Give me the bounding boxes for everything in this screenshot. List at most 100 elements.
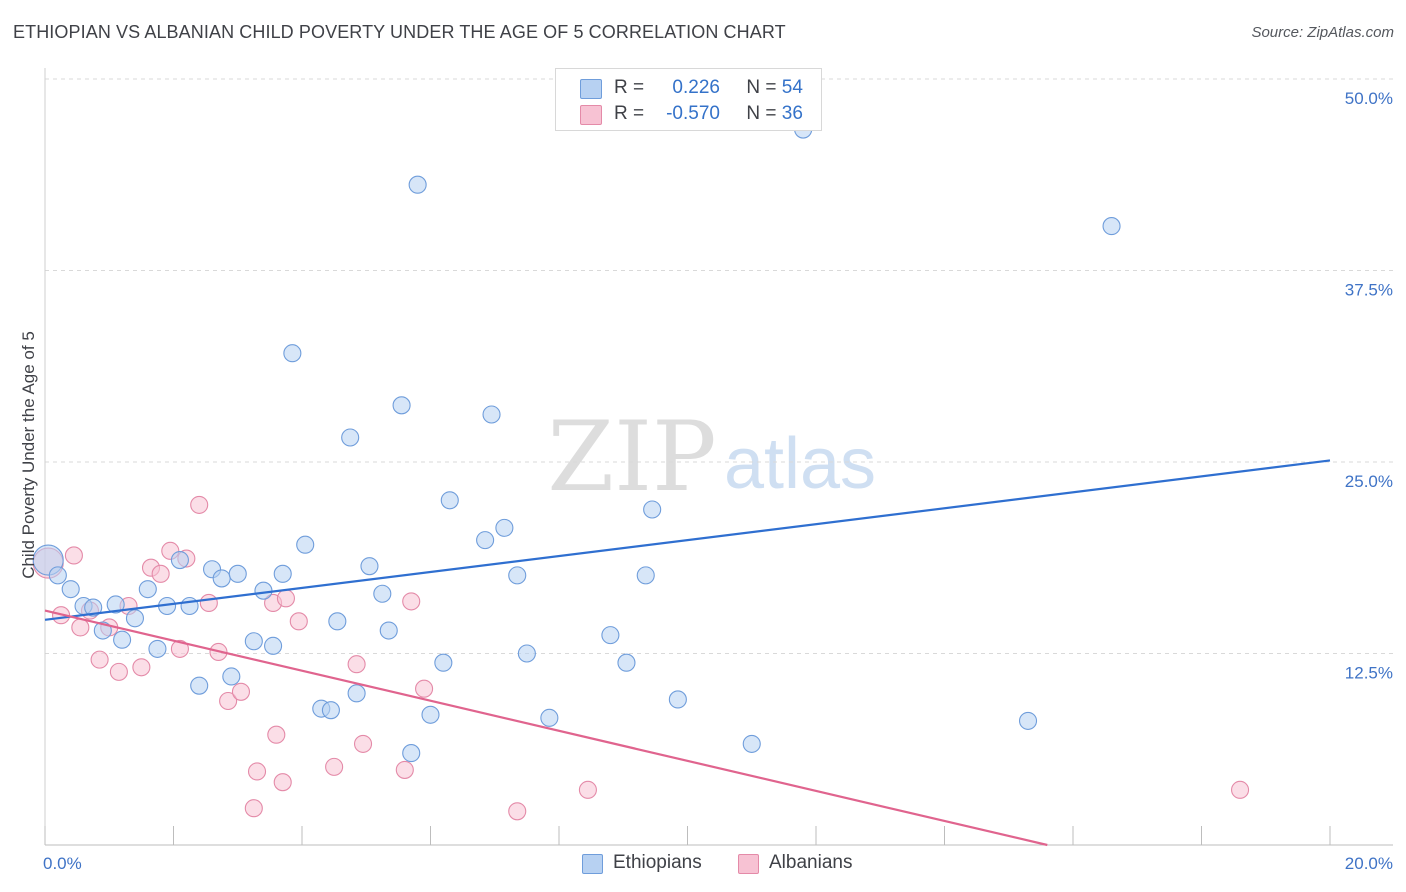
albanian-point [151,564,170,583]
albanian-point [109,662,128,681]
ethiopian-point [495,518,514,537]
albanian-point [170,639,189,658]
n-label: N = [746,77,777,98]
albanian-point [347,655,366,674]
albanian-point [71,618,90,637]
ethiopian-point [440,491,459,510]
r-label: R = [614,77,645,98]
albanian-point [190,495,209,514]
ethiopian-point [508,566,527,585]
ethiopian-point [84,598,103,617]
x-tick-label-max: 20.0% [1345,854,1393,873]
ethiopian-point [321,701,340,720]
ethiopian-point [617,653,636,672]
albanian-point [1231,780,1250,799]
ethiopian-point [264,636,283,655]
y-axis-title: Child Poverty Under the Age of 5 [19,331,38,579]
albanians-legend-label: Albanians [769,852,853,873]
ethiopians-n-value: 54 [781,77,803,98]
albanian-point [64,546,83,565]
ethiopian-point [273,564,292,583]
ethiopian-point [1018,711,1038,730]
ethiopian-point [212,569,231,588]
y-tick-label: 50.0% [1345,89,1393,108]
ethiopian-point [347,684,366,703]
ethiopian-point [742,734,761,753]
y-tick-label: 12.5% [1345,664,1393,683]
source-label: Source: ZipAtlas.com [1251,24,1394,41]
x-tick-label-min: 0.0% [43,854,82,873]
albanian-point [353,734,373,753]
y-tick-label: 25.0% [1345,472,1393,491]
ethiopians-stats: R = 0.226 N = 54 [614,77,803,99]
ethiopian-point [228,564,247,583]
ethiopians-legend-label: Ethiopians [613,852,702,873]
albanian-point [244,799,263,818]
albanian-point [325,757,344,776]
ethiopian-point [328,612,347,631]
ethiopian-point [106,595,125,614]
albanian-point [267,725,286,744]
albanian-point [199,593,218,612]
ethiopian-point [283,344,302,363]
ethiopians-legend-swatch [582,854,603,874]
albanian-point [289,612,308,631]
ethiopian-point [421,705,440,724]
albanians-swatch [580,105,602,125]
ethiopian-point [113,630,132,649]
ethiopian-point [93,621,112,640]
ethiopian-point [402,744,421,763]
ethiopian-point [222,667,241,686]
r-label: R = [614,103,645,124]
albanian-point [578,780,597,799]
ethiopians-r-value: 0.226 [672,77,720,98]
ethiopian-point [360,557,379,576]
ethiopian-point [254,581,273,600]
ethiopian-point [148,639,167,658]
ethiopian-point [540,708,559,727]
ethiopian-point [244,632,263,651]
ethiopian-point [1102,217,1121,236]
ethiopian-point [61,580,80,599]
ethiopian-point [170,550,189,570]
albanian-point [415,679,434,698]
correlation-legend: R = 0.226 N = 54 R = -0.570 N = 36 [555,68,822,131]
ethiopian-point [48,566,67,585]
albanian-point [231,682,251,701]
albanians-n-value: 36 [781,103,803,124]
albanian-point [273,773,292,792]
y-tick-label: 37.5% [1345,281,1393,300]
albanians-stats: R = -0.570 N = 36 [614,103,803,125]
albanian-trend-line [44,609,1048,847]
ethiopian-point [517,644,536,663]
ethiopian-point [373,584,392,603]
albanian-point [219,691,238,711]
albanian-point [276,589,295,608]
ethiopian-point [643,500,662,519]
chart-title: ETHIOPIAN VS ALBANIAN CHILD POVERTY UNDE… [13,22,786,42]
ethiopian-point [408,175,427,194]
albanians-r-value: -0.570 [666,103,720,124]
ethiopian-point [392,396,411,415]
ethiopian-trend-line [44,459,1331,621]
albanian-point [395,760,414,779]
ethiopian-point [296,535,315,554]
albanian-point [247,762,267,781]
ethiopian-point [138,580,157,599]
albanian-point [90,650,109,669]
ethiopian-point [482,405,501,424]
ethiopian-point [601,626,620,645]
ethiopian-point [190,676,209,695]
albanian-point [402,592,421,611]
ethiopian-point [668,690,687,709]
n-label: N = [746,103,777,124]
ethiopian-point [379,621,398,640]
watermark-atlas: atlas [724,424,876,504]
albanian-point [508,802,527,821]
ethiopian-point [636,566,655,585]
ethiopian-point [341,428,360,447]
albanians-legend-swatch [738,854,759,874]
ethiopian-point [434,653,453,672]
ethiopian-point [476,531,495,550]
